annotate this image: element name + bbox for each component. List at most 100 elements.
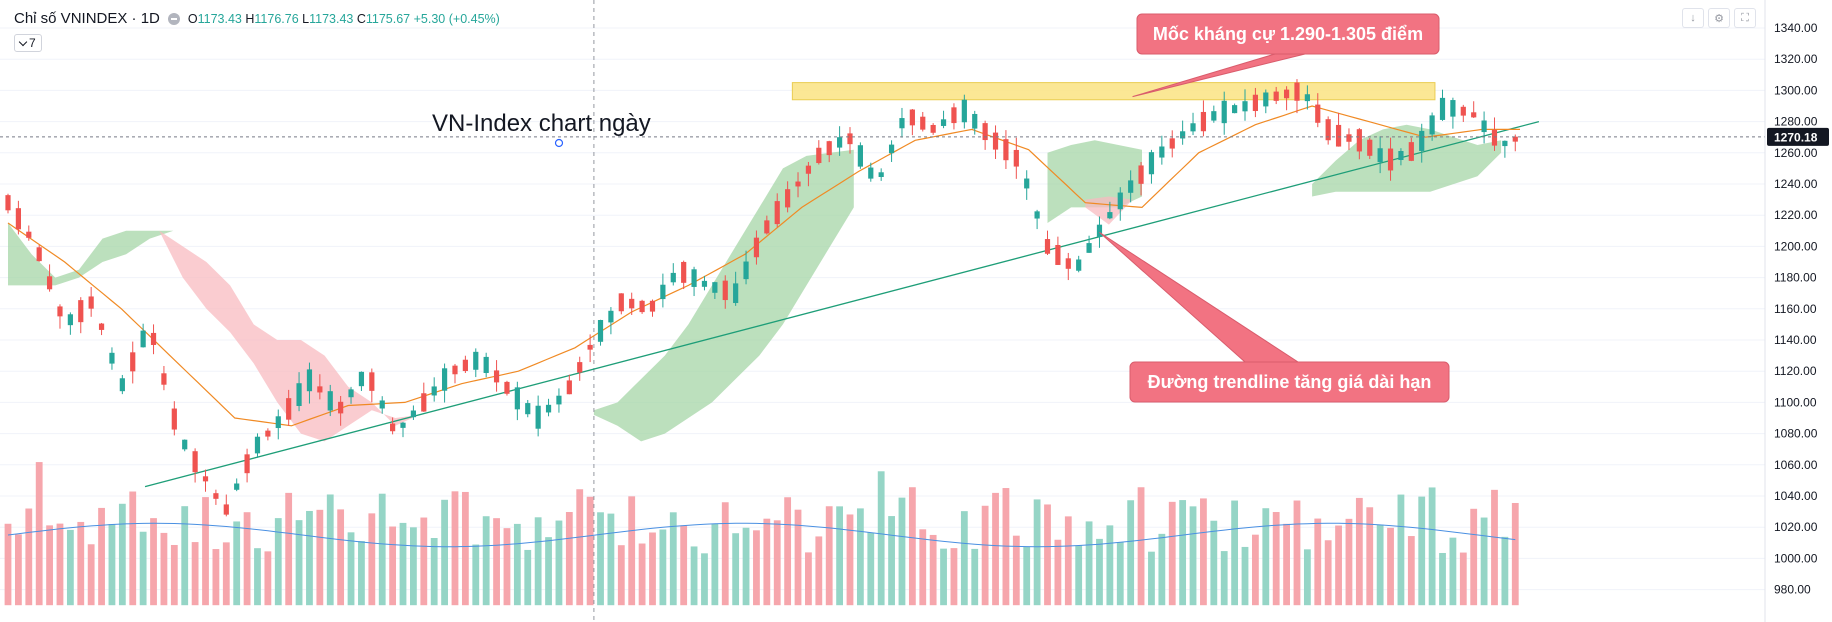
change-value: +5.30 (+0.45%): [413, 11, 500, 26]
volume-bar: [1210, 520, 1218, 606]
volume-bar: [617, 545, 625, 606]
candle-body: [1013, 149, 1019, 167]
candle-body: [1491, 129, 1498, 146]
candle-body: [1148, 152, 1155, 175]
volume-bar: [908, 487, 916, 606]
candle-body: [1408, 142, 1414, 161]
y-tick-label: 1240.00: [1774, 177, 1818, 191]
candle-body: [1419, 130, 1425, 151]
candle-body: [1252, 94, 1258, 112]
volume-bar: [1449, 537, 1457, 606]
candle-body: [15, 208, 21, 230]
current-price-tag: [1767, 127, 1829, 146]
volume-bar: [607, 513, 615, 606]
volume-bar: [1158, 533, 1166, 606]
volume-bar: [1252, 534, 1259, 606]
candle-body: [234, 483, 240, 490]
volume-ma-line: [7, 522, 1516, 548]
volume-bar: [1064, 516, 1072, 606]
candle-body: [774, 201, 780, 225]
candle-body: [1096, 224, 1103, 237]
volume-bar: [14, 534, 22, 606]
y-tick-label: 1200.00: [1774, 239, 1818, 253]
ema-line: [7, 105, 1520, 427]
candle-body: [909, 109, 915, 126]
volume-bar: [773, 520, 781, 606]
y-tick-label: 1180.00: [1774, 271, 1817, 285]
candle-body: [400, 422, 406, 428]
volume-bar: [451, 491, 459, 606]
candle-body: [847, 133, 853, 145]
chart-title: VN-Index chart ngày: [432, 110, 651, 137]
volume-bar: [545, 537, 552, 606]
candle-body: [837, 137, 843, 148]
volume-bar: [721, 502, 729, 606]
title-anchor-handle[interactable]: [554, 138, 564, 148]
volume-bar: [202, 497, 209, 606]
volume-bar: [420, 517, 428, 606]
candle-body: [254, 436, 261, 454]
candle-body: [1200, 111, 1207, 132]
volume-bar: [264, 551, 272, 606]
volume-bar: [410, 527, 417, 606]
volume-bar: [222, 542, 230, 606]
volume-bar: [56, 523, 64, 606]
candle-body: [473, 351, 479, 370]
volume-bar: [1376, 524, 1384, 606]
fullscreen-icon[interactable]: ⛶: [1734, 8, 1756, 28]
volume-bar: [1501, 536, 1509, 606]
volume-bar: [856, 508, 864, 606]
volume-bar: [1272, 512, 1280, 606]
indicator-count-button[interactable]: 7: [14, 34, 42, 52]
y-tick-label: 1000.00: [1774, 551, 1818, 565]
volume-bar: [1293, 500, 1301, 606]
volume-bar: [1418, 496, 1426, 606]
open-value: 1173.43: [197, 11, 242, 26]
close-label: C: [356, 11, 366, 26]
volume-bar: [1012, 535, 1020, 606]
y-tick-label: 1020.00: [1774, 520, 1818, 534]
volume-bar: [1054, 539, 1062, 606]
volume-bar: [347, 532, 355, 606]
candle-body: [504, 381, 510, 394]
settings-icon[interactable]: ⚙: [1708, 8, 1730, 28]
volume-bar: [805, 552, 812, 606]
volume-bar: [306, 510, 313, 606]
volume-bar: [1407, 536, 1415, 606]
candle-body: [390, 423, 396, 432]
volume-bar: [877, 471, 885, 606]
volume-bar: [971, 548, 979, 606]
volume-bar: [1137, 487, 1145, 606]
y-tick-label: 1220.00: [1774, 208, 1818, 222]
volume-bar: [274, 518, 282, 606]
price-axis[interactable]: 1340.00 1320.00 1300.00 1280.00 1260.00 1240.…: [1764, 0, 1829, 622]
trendline[interactable]: [144, 120, 1540, 488]
volume-bar: [1189, 506, 1197, 606]
volume-bar: [1335, 525, 1342, 606]
candle-body: [202, 476, 209, 482]
candle-body: [1450, 100, 1456, 117]
candlesticks: [5, 79, 1518, 517]
candle-body: [888, 144, 895, 154]
candle-body: [1169, 138, 1175, 149]
arrow-down-icon[interactable]: ↓: [1682, 8, 1704, 28]
candle-body: [5, 195, 11, 211]
candle-body: [26, 231, 32, 238]
candle-body: [1024, 178, 1030, 189]
volume-bar: [680, 525, 688, 606]
ohlc-values: O1173.43 H1176.76 L1173.43 C1175.67 +5.3…: [188, 12, 500, 26]
candle-body: [1044, 239, 1051, 254]
volume-bar: [243, 512, 251, 606]
candle-body: [1221, 100, 1227, 124]
volume-bar: [1345, 518, 1353, 606]
volume-bar: [981, 505, 989, 606]
candle-body: [826, 141, 832, 156]
candle-body: [587, 344, 593, 350]
candle-body: [223, 504, 229, 515]
candle-body: [940, 119, 947, 126]
candle-body: [327, 391, 333, 411]
volume-bar: [784, 497, 792, 606]
resistance-zone: [791, 82, 1436, 101]
symbol-title[interactable]: Chỉ số VNINDEX · 1D: [14, 10, 160, 27]
